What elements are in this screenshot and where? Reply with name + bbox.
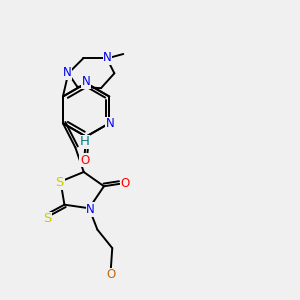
Text: N: N (62, 66, 71, 79)
Text: O: O (106, 268, 116, 281)
Text: O: O (80, 154, 89, 167)
Text: N: N (106, 117, 114, 130)
Text: N: N (103, 51, 112, 64)
Text: N: N (86, 203, 95, 216)
Text: N: N (82, 75, 91, 88)
Text: H: H (80, 135, 89, 148)
Text: S: S (56, 176, 64, 190)
Text: S: S (43, 212, 52, 226)
Text: O: O (120, 177, 129, 190)
